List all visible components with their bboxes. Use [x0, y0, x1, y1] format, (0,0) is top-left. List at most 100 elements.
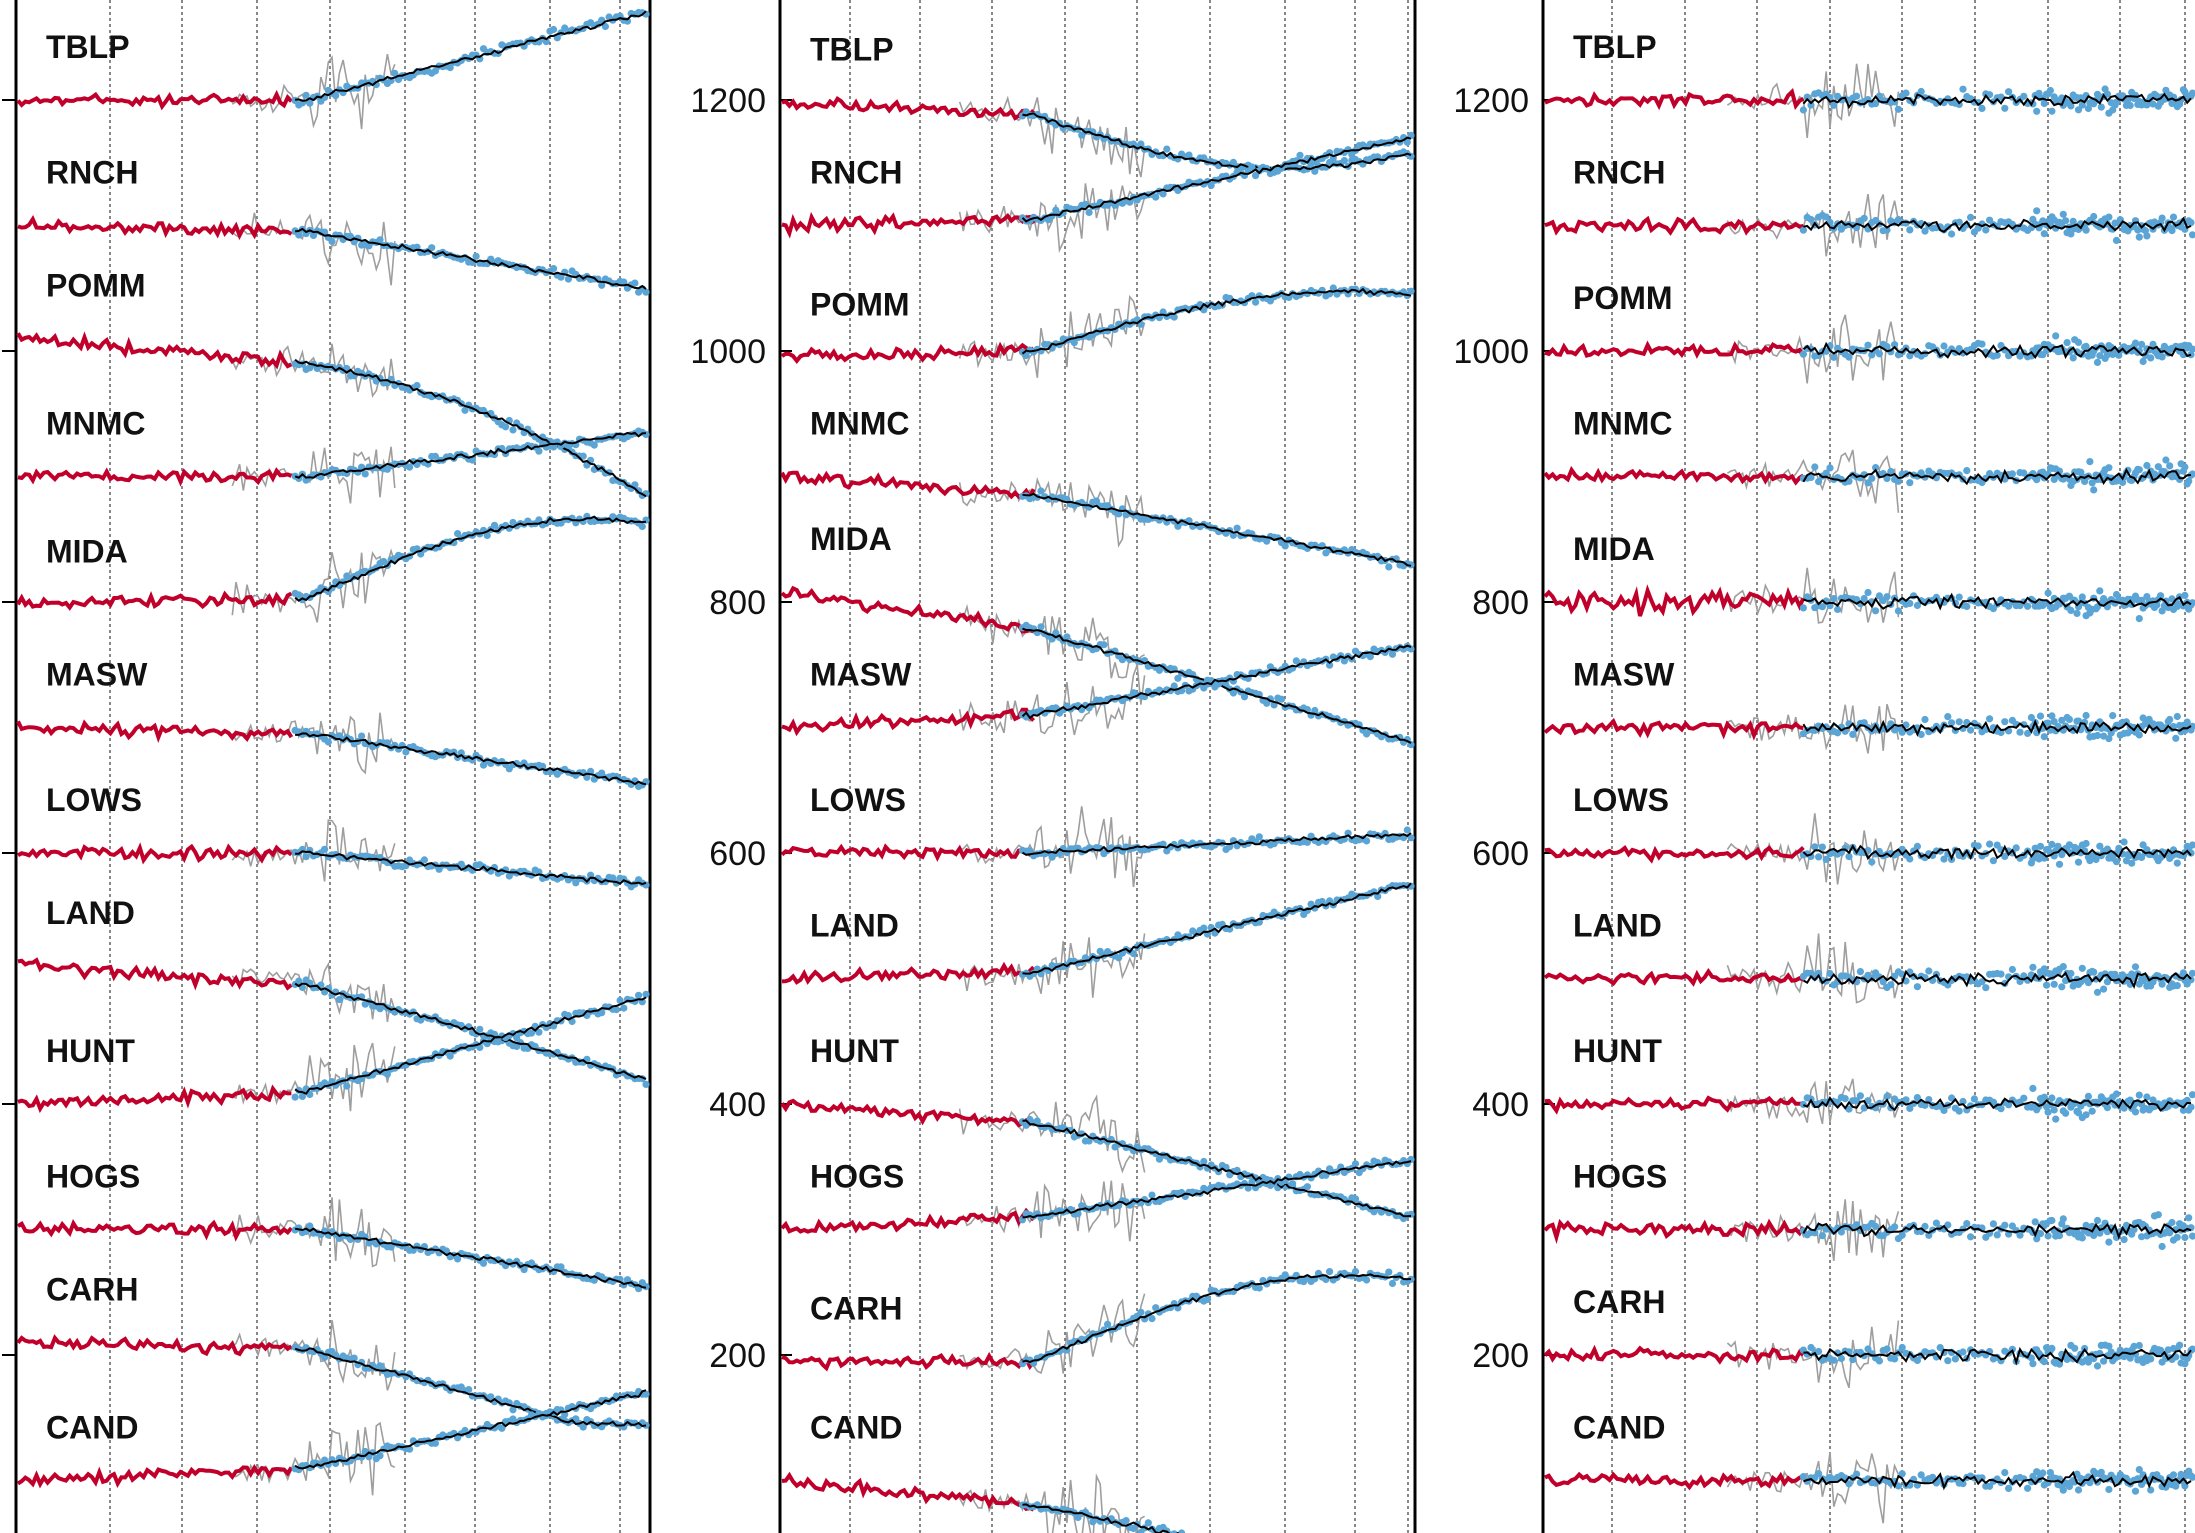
observation-point: [2179, 1106, 2187, 1114]
station-label: LOWS: [46, 782, 142, 818]
observation-point: [1170, 1530, 1178, 1533]
tide-gauge-line: [781, 1351, 1036, 1372]
model-fit-line: [1021, 832, 1412, 856]
observation-point: [1872, 100, 1880, 108]
observation-point: [1894, 607, 1902, 615]
observation-point: [2187, 219, 2195, 227]
observation-point: [1255, 1284, 1263, 1292]
station-label: CARH: [1573, 1284, 1665, 1320]
observation-point: [1883, 474, 1891, 483]
observation-point: [1932, 1219, 1940, 1227]
observation-point: [1807, 473, 1815, 482]
station-label: MNMC: [46, 406, 146, 442]
y-tick-label: 400: [1472, 1086, 1529, 1124]
tide-gauge-line: [780, 470, 1036, 502]
observation-point: [2147, 1486, 2155, 1494]
observation-point: [2093, 1216, 2102, 1225]
observation-point: [527, 1029, 536, 1037]
observation-point: [2166, 1229, 2174, 1237]
observation-point: [539, 762, 547, 771]
observation-point: [1944, 1357, 1952, 1365]
observation-point: [2048, 712, 2056, 720]
observation-point: [2062, 1109, 2070, 1117]
observation-point: [2131, 339, 2140, 347]
station-label: POMM: [810, 286, 910, 322]
observation-point: [1913, 1356, 1921, 1365]
model-fit-line: [1803, 216, 2192, 233]
observation-point: [1989, 857, 1997, 865]
observation-point: [598, 281, 606, 289]
observation-point: [1037, 623, 1045, 631]
observation-point: [376, 1452, 384, 1460]
observation-point: [1978, 1474, 1986, 1482]
observation-point: [298, 1092, 306, 1100]
observation-point: [1883, 1092, 1891, 1101]
observation-point: [302, 91, 310, 99]
gps-raw-line: [1726, 449, 1900, 513]
observation-point: [1970, 1095, 1978, 1103]
observation-point: [476, 1043, 484, 1051]
observation-point: [1826, 969, 1834, 978]
observation-point: [542, 38, 550, 46]
observation-point: [1891, 1355, 1899, 1363]
observation-point: [2130, 1342, 2138, 1350]
observation-point: [2135, 347, 2143, 355]
y-tick-label: 600: [1472, 835, 1529, 873]
observation-point: [383, 739, 391, 747]
observation-point: [1894, 1482, 1902, 1490]
observation-point: [1329, 284, 1337, 292]
observation-point: [2090, 486, 2098, 494]
observation-point: [1894, 105, 1902, 113]
observation-point: [1081, 200, 1089, 208]
observation-point: [1170, 682, 1178, 690]
series-rnch: RNCH: [1544, 155, 2195, 257]
observation-point: [343, 1082, 351, 1090]
observation-point: [1967, 213, 1975, 221]
observation-point: [2067, 606, 2075, 615]
observation-point: [1303, 1183, 1311, 1191]
observation-point: [1898, 728, 1906, 736]
left-panel: TBLP RNCH POMM MNMC MIDA MASW LOWS LAND HUNT HOGS…: [2, 0, 652, 1533]
observation-point: [2120, 838, 2128, 846]
observation-point: [2169, 213, 2178, 221]
observation-point: [1879, 978, 1887, 986]
observation-point: [1944, 713, 1952, 721]
tide-gauge-line: [17, 1084, 292, 1114]
observation-point: [391, 69, 399, 77]
series-tblp: TBLP: [1544, 29, 2195, 138]
station-label: LOWS: [810, 782, 906, 818]
observation-point: [2126, 1354, 2134, 1362]
observation-point: [1296, 151, 1304, 159]
model-fit-line: [1021, 287, 1412, 355]
observation-point: [2029, 1360, 2037, 1368]
observation-point: [2050, 1106, 2058, 1114]
observation-point: [490, 521, 499, 529]
observation-point: [1185, 151, 1193, 159]
station-label: MASW: [810, 657, 912, 693]
observation-point: [1799, 226, 1807, 234]
observation-point: [557, 273, 565, 281]
tide-gauge-line: [16, 1463, 294, 1489]
observation-point: [535, 447, 543, 455]
observation-point: [1894, 477, 1902, 485]
model-fit-line: [1802, 719, 2192, 737]
observation-point: [1200, 924, 1208, 932]
observation-point: [2138, 596, 2146, 605]
observation-point: [1351, 1160, 1360, 1168]
observation-point: [2157, 592, 2165, 600]
series-cand: CAND: [781, 1410, 1186, 1533]
tide-gauge-line: [16, 1218, 293, 1242]
observation-point: [1799, 350, 1807, 358]
observation-point: [2162, 727, 2170, 735]
series-lows: LOWS: [780, 782, 1415, 887]
observation-point: [2134, 1475, 2142, 1483]
observation-point: [2029, 963, 2037, 971]
observation-point: [2158, 1242, 2166, 1251]
observation-point: [1906, 855, 1914, 863]
observation-point: [642, 1080, 650, 1088]
series-hunt: HUNT: [1544, 1033, 2195, 1124]
observation-point: [1864, 1097, 1872, 1105]
observation-point: [2166, 462, 2174, 470]
observation-point: [321, 1353, 329, 1361]
observation-point: [1944, 223, 1952, 231]
